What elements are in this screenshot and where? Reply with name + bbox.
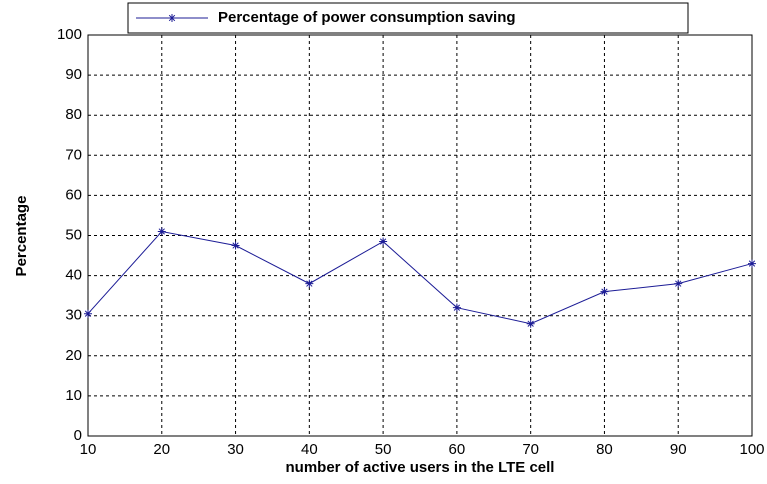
point-marker <box>526 319 535 328</box>
x-tick-label: 100 <box>739 441 764 458</box>
series-line <box>87 230 753 325</box>
y-tick-label: 90 <box>65 66 82 83</box>
y-tick-label: 10 <box>65 387 82 404</box>
x-tick-label: 50 <box>375 441 392 458</box>
x-tick-label: 40 <box>301 441 318 458</box>
legend-box <box>127 2 689 34</box>
y-axis-label: Percentage <box>13 196 30 277</box>
legend-label: Percentage of power consumption saving <box>218 9 516 26</box>
point-marker <box>748 259 756 268</box>
plot-frame <box>87 34 753 437</box>
x-tick-label: 60 <box>449 441 466 458</box>
y-tick-label: 30 <box>65 307 82 324</box>
y-tick-label: 20 <box>65 347 82 364</box>
point-marker <box>305 279 314 288</box>
point-marker <box>600 287 609 296</box>
y-tick-label: 0 <box>74 427 82 444</box>
x-tick-label: 70 <box>522 441 539 458</box>
legend-marker <box>168 14 176 22</box>
y-tick-label: 100 <box>57 26 82 43</box>
point-marker <box>379 237 388 246</box>
y-tick-label: 40 <box>65 267 82 284</box>
x-tick-label: 10 <box>80 441 97 458</box>
point-marker <box>674 279 683 288</box>
y-tick-label: 60 <box>65 186 82 203</box>
x-tick-label: 30 <box>227 441 244 458</box>
point-marker <box>231 241 240 250</box>
x-tick-label: 80 <box>596 441 613 458</box>
point-marker <box>452 303 461 312</box>
point-marker <box>84 309 92 318</box>
y-tick-label: 70 <box>65 146 82 163</box>
y-tick-label: 80 <box>65 106 82 123</box>
x-tick-label: 90 <box>670 441 687 458</box>
y-tick-label: 50 <box>65 226 82 243</box>
point-marker <box>157 227 166 236</box>
x-tick-label: 20 <box>153 441 170 458</box>
x-axis-label: number of active users in the LTE cell <box>286 459 555 476</box>
